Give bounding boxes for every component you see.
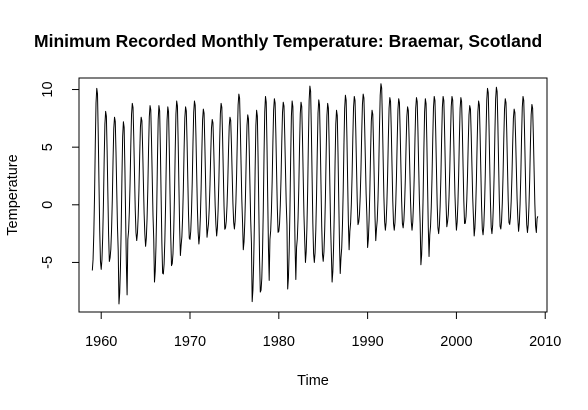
y-tick-label: -5 <box>40 256 56 269</box>
y-tick-label: 0 <box>40 201 56 209</box>
y-axis-label: Temperature <box>5 154 21 235</box>
x-axis: 1960 1970 1980 1990 2000 2010 <box>85 311 561 350</box>
chart-title: Minimum Recorded Monthly Temperature: Br… <box>34 31 542 51</box>
y-tick-label: 10 <box>40 81 56 97</box>
y-tick-label: 5 <box>40 143 56 151</box>
x-tick-label: 2000 <box>440 334 472 350</box>
x-tick-label: 1990 <box>351 334 383 350</box>
x-axis-label: Time <box>297 373 329 389</box>
x-tick-label: 1960 <box>85 334 117 350</box>
y-axis: -5 0 5 10 <box>40 81 80 269</box>
x-tick-label: 1980 <box>263 334 295 350</box>
x-tick-label: 1970 <box>174 334 206 350</box>
x-tick-label: 2010 <box>529 334 561 350</box>
temperature-series-line <box>91 83 539 305</box>
